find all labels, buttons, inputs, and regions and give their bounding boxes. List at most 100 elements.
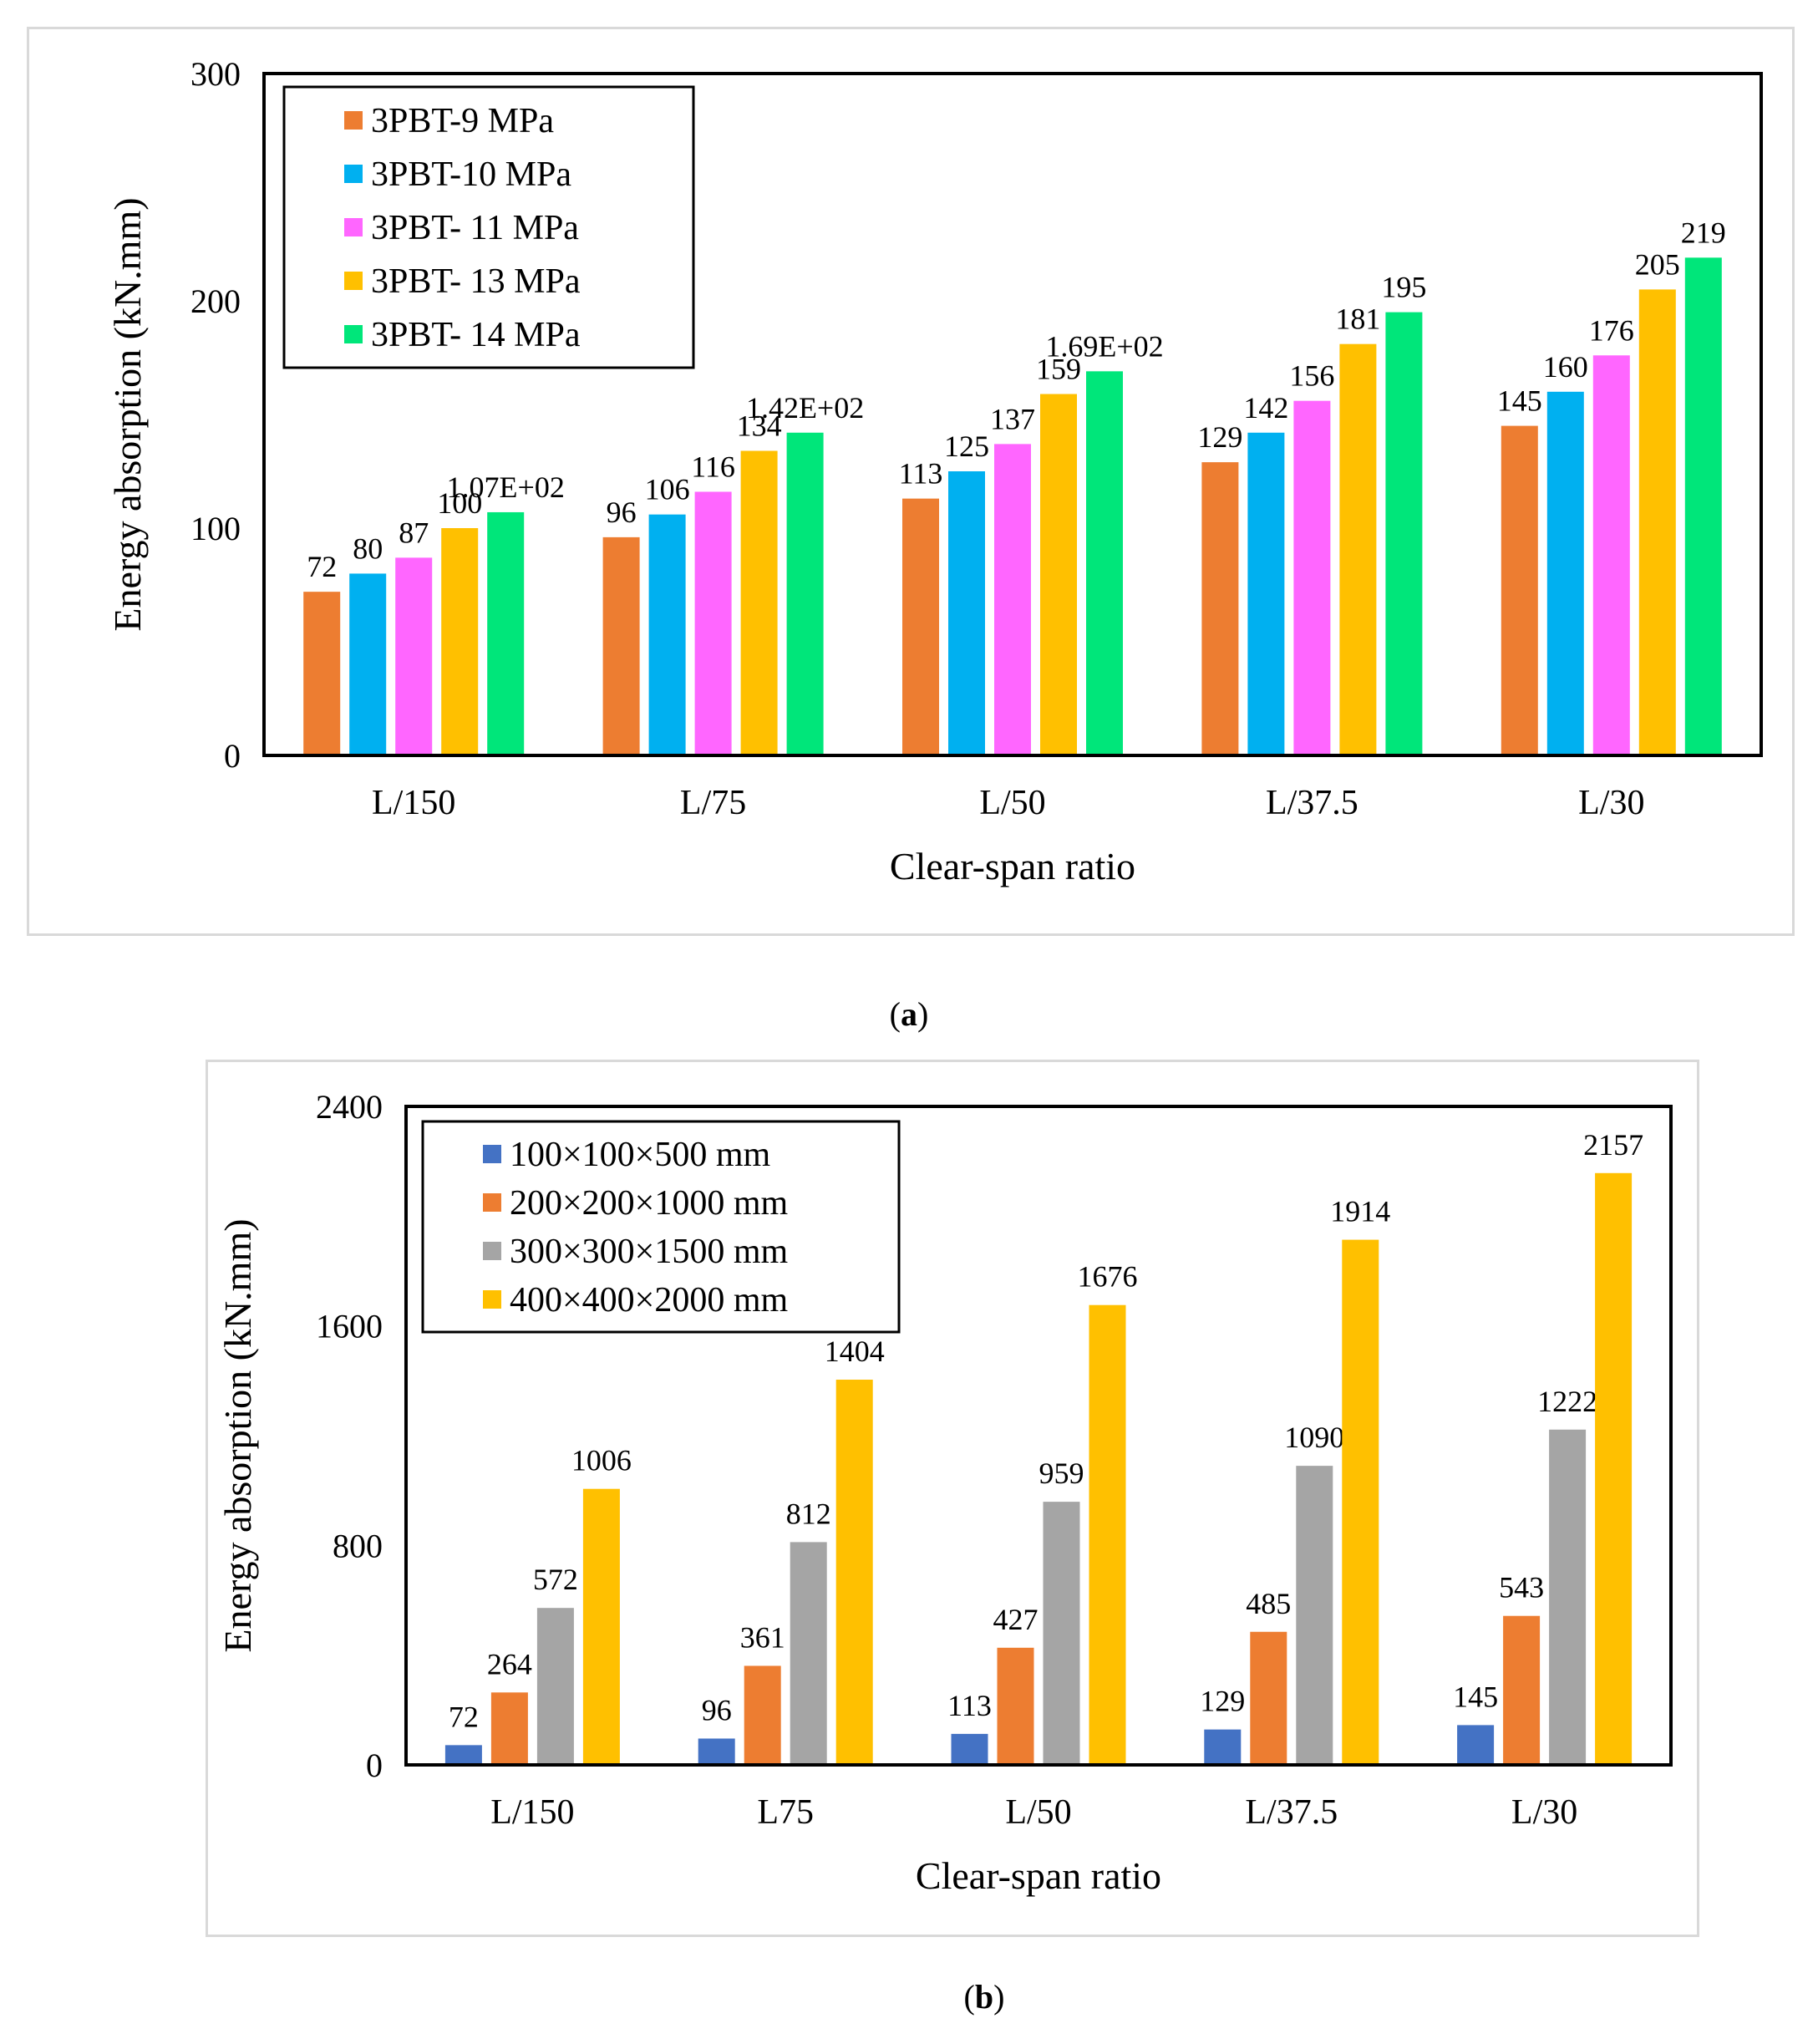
data-label: 1404 — [825, 1335, 885, 1368]
data-label: 106 — [645, 473, 690, 506]
data-label: 113 — [899, 457, 943, 491]
y-tick-label: 0 — [224, 737, 241, 775]
bar-100-100-500-mm-3 — [1204, 1729, 1242, 1765]
bar-3pbt-10-mpa-2 — [948, 471, 985, 755]
bar-400-400-2000-mm-0 — [582, 1488, 620, 1765]
caption-b: (b) — [963, 1978, 1005, 2016]
bar-3pbt-13-mpa-0 — [441, 528, 479, 755]
data-label: 129 — [1200, 1685, 1245, 1718]
bar-3pbt-14-mpa-0 — [487, 511, 525, 755]
data-label: 137 — [990, 402, 1035, 435]
data-label: 159 — [1036, 353, 1081, 386]
data-label: 959 — [1039, 1457, 1084, 1490]
bar-3pbt-13-mpa-1 — [740, 450, 778, 755]
data-label: 1914 — [1330, 1195, 1390, 1228]
y-axis-title: Energy absorption (kN.mm) — [216, 1218, 259, 1652]
bar-3pbt-14-mpa-4 — [1684, 257, 1722, 755]
data-label: 176 — [1589, 313, 1634, 347]
legend-swatch — [344, 325, 363, 343]
bar-400-400-2000-mm-2 — [1089, 1304, 1126, 1765]
bar-3pbt-10-mpa-0 — [349, 573, 387, 755]
data-label: 96 — [607, 496, 637, 529]
x-tick-label: L/75 — [680, 784, 746, 822]
data-label: 1090 — [1284, 1421, 1344, 1454]
data-label: 125 — [944, 430, 989, 463]
legend-label: 3PBT- 14 MPa — [371, 316, 581, 354]
plot-area-border — [262, 72, 1763, 757]
data-label: 156 — [1289, 359, 1334, 393]
bar-3pbt-11-mpa-4 — [1592, 355, 1630, 755]
data-label: 145 — [1497, 384, 1542, 418]
y-tick-label: 200 — [190, 282, 241, 320]
bar-400-400-2000-mm-1 — [835, 1380, 873, 1765]
legend-label: 3PBT- 13 MPa — [371, 262, 581, 301]
data-label: 2157 — [1583, 1128, 1643, 1162]
bar-200-200-1000-mm-0 — [490, 1692, 528, 1765]
data-label: 205 — [1635, 247, 1680, 281]
legend-swatch — [344, 218, 363, 236]
chart-a: 0100200300729611312914580106125142160871… — [106, 55, 1763, 887]
bar-100-100-500-mm-1 — [698, 1738, 735, 1765]
data-label: 219 — [1681, 216, 1726, 249]
bar-3pbt-14-mpa-3 — [1385, 312, 1423, 756]
bar-200-200-1000-mm-1 — [744, 1665, 781, 1765]
bar-3pbt-14-mpa-2 — [1086, 371, 1123, 755]
bar-3pbt-14-mpa-1 — [786, 432, 824, 755]
x-tick-label: L75 — [757, 1793, 814, 1832]
bar-3pbt-9-mpa-0 — [303, 592, 341, 755]
legend-label: 3PBT-10 MPa — [371, 155, 571, 194]
bar-3pbt-11-mpa-3 — [1293, 400, 1331, 755]
caption-a: (a) — [889, 995, 929, 1033]
data-label: 145 — [1453, 1680, 1498, 1713]
x-tick-label: L/150 — [490, 1793, 574, 1832]
bar-200-200-1000-mm-2 — [997, 1647, 1034, 1765]
x-tick-label: L/30 — [1578, 784, 1644, 822]
data-label: 100 — [437, 486, 482, 520]
bar-100-100-500-mm-2 — [951, 1733, 988, 1765]
legend-label: 100×100×500 mm — [510, 1136, 771, 1174]
data-label: 543 — [1499, 1571, 1544, 1604]
data-label: 1006 — [571, 1444, 632, 1477]
data-label: 87 — [399, 516, 429, 549]
legend-label: 3PBT-9 MPa — [371, 102, 554, 140]
bar-200-200-1000-mm-4 — [1503, 1615, 1541, 1765]
data-label: 96 — [702, 1693, 732, 1726]
legend-label: 200×200×1000 mm — [510, 1184, 789, 1223]
y-tick-label: 300 — [190, 55, 241, 93]
data-label: 129 — [1197, 420, 1242, 454]
legend-swatch — [483, 1242, 501, 1260]
data-label: 160 — [1543, 350, 1588, 384]
bar-3pbt-13-mpa-3 — [1339, 343, 1377, 755]
bar-400-400-2000-mm-3 — [1342, 1239, 1379, 1765]
bar-3pbt-9-mpa-3 — [1201, 462, 1239, 755]
bar-100-100-500-mm-0 — [444, 1745, 482, 1765]
plot-area-border — [404, 1105, 1673, 1767]
legend-label: 400×400×2000 mm — [510, 1281, 789, 1319]
data-label: 142 — [1243, 391, 1288, 425]
bar-300-300-1500-mm-4 — [1549, 1429, 1587, 1765]
y-tick-label: 1600 — [316, 1308, 383, 1345]
data-label: 427 — [993, 1603, 1038, 1636]
y-tick-label: 800 — [333, 1527, 383, 1564]
x-axis-title: Clear-span ratio — [890, 845, 1135, 887]
y-tick-label: 2400 — [316, 1088, 383, 1126]
x-tick-label: L/37.5 — [1266, 784, 1358, 822]
legend-label: 3PBT- 11 MPa — [371, 209, 579, 247]
bar-3pbt-11-mpa-0 — [395, 557, 433, 755]
data-label: 264 — [487, 1647, 532, 1680]
bar-3pbt-13-mpa-4 — [1638, 289, 1676, 755]
bar-200-200-1000-mm-3 — [1250, 1631, 1287, 1765]
data-label: 72 — [307, 550, 337, 583]
legend-label: 300×300×1500 mm — [510, 1233, 789, 1271]
data-label: 812 — [786, 1497, 831, 1530]
legend-box — [421, 1120, 901, 1334]
data-label: 1.69E+02 — [1045, 329, 1163, 363]
bar-300-300-1500-mm-3 — [1296, 1466, 1333, 1765]
bar-3pbt-10-mpa-1 — [648, 514, 686, 755]
bar-300-300-1500-mm-1 — [790, 1542, 827, 1765]
bar-300-300-1500-mm-0 — [536, 1608, 574, 1765]
bar-300-300-1500-mm-2 — [1043, 1502, 1080, 1765]
legend-swatch — [483, 1290, 501, 1309]
y-tick-label: 0 — [366, 1747, 383, 1784]
